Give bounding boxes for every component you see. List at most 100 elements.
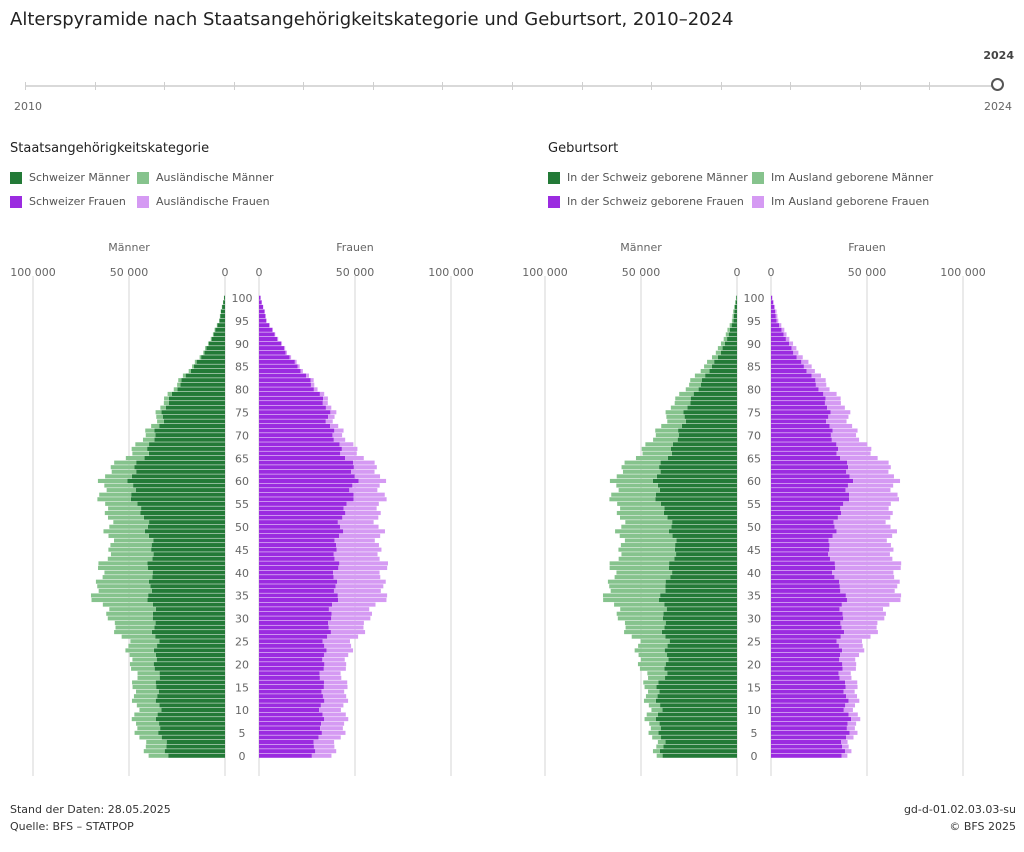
bar-women-outer — [836, 451, 871, 456]
bar-men-outer — [733, 309, 735, 314]
age-tick-label: 45 — [235, 544, 249, 557]
bar-women-outer — [839, 579, 900, 584]
legend-item[interactable]: Schweizer Männer — [10, 171, 130, 184]
page-title: Alterspyramide nach Staatsangehörigkeits… — [10, 9, 734, 30]
bar-men-inner — [659, 465, 737, 470]
bar-men-inner — [677, 437, 737, 442]
bar-men-inner — [154, 666, 225, 671]
legend-item[interactable]: Im Ausland geborene Männer — [752, 171, 933, 184]
age-tick-label: 20 — [747, 658, 761, 671]
bar-men-outer — [139, 735, 162, 740]
bar-men-inner — [168, 401, 225, 406]
bar-men-inner — [161, 410, 225, 415]
bar-women-outer — [285, 350, 287, 355]
bar-men-outer — [108, 533, 149, 538]
age-tick-label: 20 — [235, 658, 249, 671]
bar-men-outer — [620, 543, 676, 548]
bar-men-outer — [205, 346, 207, 351]
bar-women-inner — [771, 396, 826, 401]
bar-men-inner — [157, 694, 225, 699]
bar-men-inner — [665, 662, 737, 667]
legend-item[interactable]: In der Schweiz geborene Männer — [548, 171, 748, 184]
bar-men-outer — [674, 401, 691, 406]
bar-men-outer — [667, 419, 686, 424]
bar-women-outer — [328, 625, 364, 630]
bar-men-inner — [656, 685, 737, 690]
bar-men-outer — [734, 304, 735, 309]
bar-women-outer — [826, 419, 847, 424]
data-date: Stand der Daten: 28.05.2025 — [10, 803, 171, 816]
age-tick-label: 55 — [235, 498, 249, 511]
bar-men-outer — [644, 685, 657, 690]
bar-women-outer — [345, 510, 381, 516]
legend-item[interactable]: Ausländische Männer — [137, 171, 274, 184]
bar-women-outer — [323, 666, 346, 671]
legend-item[interactable]: Ausländische Frauen — [137, 195, 270, 208]
bar-women-outer — [847, 483, 894, 488]
legend-item[interactable]: Im Ausland geborene Frauen — [752, 195, 929, 208]
bar-men-inner — [657, 483, 737, 488]
bar-men-inner — [665, 739, 737, 745]
bar-men-outer — [110, 465, 135, 470]
slider-handle[interactable] — [991, 78, 1004, 91]
bar-women-outer — [848, 698, 860, 703]
bar-men-outer — [690, 378, 702, 383]
age-tick-label: 5 — [239, 727, 246, 740]
bar-men-outer — [670, 405, 688, 410]
bar-women-outer — [297, 364, 300, 369]
bar-women-inner — [259, 643, 325, 648]
bar-women-outer — [838, 446, 872, 451]
bar-women-inner — [771, 382, 816, 387]
bar-women-inner — [259, 744, 314, 749]
age-tick-label: 5 — [751, 727, 758, 740]
bar-women-outer — [326, 648, 354, 653]
bar-men-outer — [133, 694, 158, 699]
bar-women-inner — [259, 707, 320, 712]
bar-women-inner — [771, 492, 850, 497]
bar-women-inner — [259, 456, 346, 461]
bar-men-outer — [151, 423, 160, 429]
legend-label: Ausländische Frauen — [156, 195, 270, 208]
bar-men-inner — [681, 423, 737, 429]
bar-women-outer — [333, 575, 381, 580]
bar-women-outer — [336, 579, 386, 584]
bar-women-outer — [322, 694, 347, 699]
bar-men-inner — [135, 488, 225, 493]
year-slider[interactable]: 2024 2010 2024 — [0, 44, 1024, 124]
age-tick-label: 15 — [747, 681, 761, 694]
bar-men-outer — [603, 597, 660, 603]
bar-women-outer — [338, 565, 388, 571]
bar-women-outer — [343, 506, 377, 511]
bar-men-inner — [727, 336, 737, 342]
bar-women-outer — [342, 515, 379, 520]
bar-men-inner — [663, 510, 737, 516]
bar-women-outer — [851, 717, 861, 722]
bar-women-outer — [825, 396, 841, 401]
bar-women-inner — [771, 391, 824, 396]
bar-men-inner — [150, 584, 225, 589]
bar-men-outer — [106, 611, 153, 616]
bar-men-inner — [659, 689, 737, 694]
bar-women-outer — [811, 373, 821, 378]
legend-item[interactable]: In der Schweiz geborene Frauen — [548, 195, 744, 208]
bar-men-inner — [213, 332, 225, 337]
bar-women-inner — [259, 607, 329, 612]
bar-women-inner — [259, 556, 335, 561]
slider-tick — [303, 82, 305, 90]
bar-women-inner — [771, 355, 797, 360]
age-tick-label: 30 — [235, 613, 249, 626]
slider-tick — [164, 82, 166, 90]
x-tick-label: 50 000 — [110, 266, 149, 279]
bar-men-inner — [679, 433, 737, 438]
legend-item[interactable]: Schweizer Frauen — [10, 195, 126, 208]
bar-men-inner — [701, 382, 737, 387]
bar-men-inner — [208, 341, 225, 346]
bar-women-inner — [771, 565, 836, 571]
bar-women-outer — [801, 359, 809, 364]
bar-men-inner — [152, 570, 225, 575]
bar-women-inner — [771, 666, 843, 671]
legend-label: In der Schweiz geborene Frauen — [567, 195, 744, 208]
bar-men-inner — [690, 396, 737, 401]
bar-men-outer — [156, 414, 163, 419]
bar-women-outer — [324, 698, 349, 703]
